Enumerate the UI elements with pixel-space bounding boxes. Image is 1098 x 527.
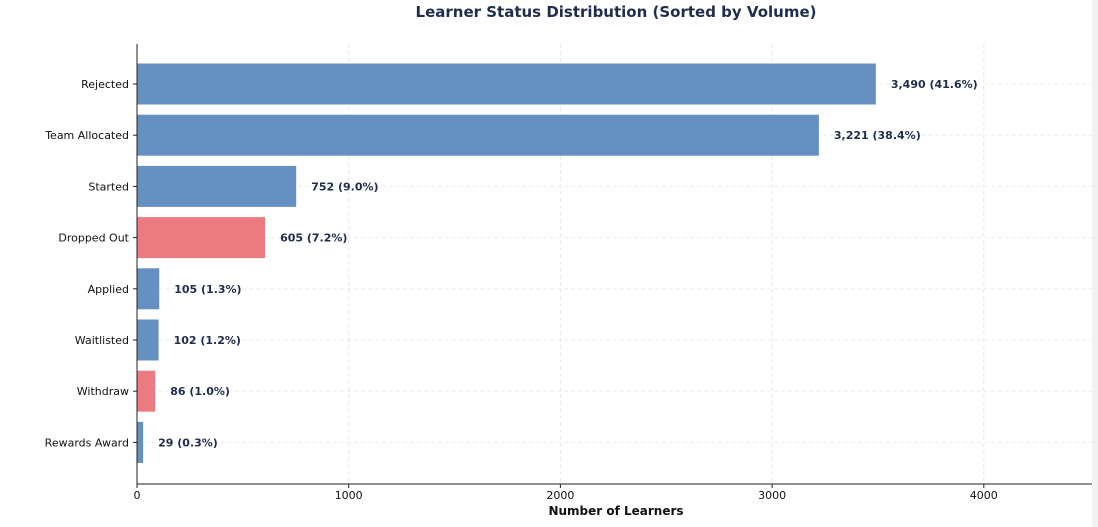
bar [137, 165, 297, 207]
data-label: 105 (1.3%) [174, 283, 241, 296]
bar [137, 268, 160, 310]
window-edge [1092, 0, 1098, 527]
bar [137, 370, 156, 412]
chart-title: Learner Status Distribution (Sorted by V… [416, 3, 817, 21]
y-tick-label: Rejected [81, 78, 129, 91]
x-tick-label: 2000 [546, 489, 574, 502]
y-tick-label: Team Allocated [44, 129, 129, 142]
data-label: 29 (0.3%) [158, 436, 218, 449]
bar [137, 217, 266, 259]
data-label: 102 (1.2%) [174, 334, 241, 347]
x-axis-label: Number of Learners [548, 504, 683, 518]
axes [136, 44, 1092, 485]
y-tick-label: Rewards Award [45, 436, 129, 449]
y-tick-label: Dropped Out [58, 232, 129, 245]
y-tick-label: Started [88, 180, 129, 193]
y-tick-label: Waitlisted [75, 334, 129, 347]
bars: Rejected 3,490 (41.6%) Team Allocated 3,221… [44, 63, 978, 463]
x-tick-label: 0 [134, 489, 141, 502]
data-label: 86 (1.0%) [170, 385, 230, 398]
y-tick-label: Applied [88, 283, 129, 296]
y-tick-label: Withdraw [77, 385, 129, 398]
data-label: 605 (7.2%) [280, 232, 347, 245]
x-tick-label: 1000 [335, 489, 363, 502]
bar [137, 421, 144, 463]
bar [137, 63, 876, 105]
x-ticks: 0 1000 2000 3000 4000 [134, 484, 998, 502]
data-label: 3,221 (38.4%) [834, 129, 921, 142]
bar [137, 114, 819, 156]
data-label: 3,490 (41.6%) [891, 78, 978, 91]
bar [137, 319, 159, 361]
grid-lines [137, 44, 1092, 484]
data-label: 752 (9.0%) [311, 180, 378, 193]
x-tick-label: 3000 [758, 489, 786, 502]
x-tick-label: 4000 [970, 489, 998, 502]
